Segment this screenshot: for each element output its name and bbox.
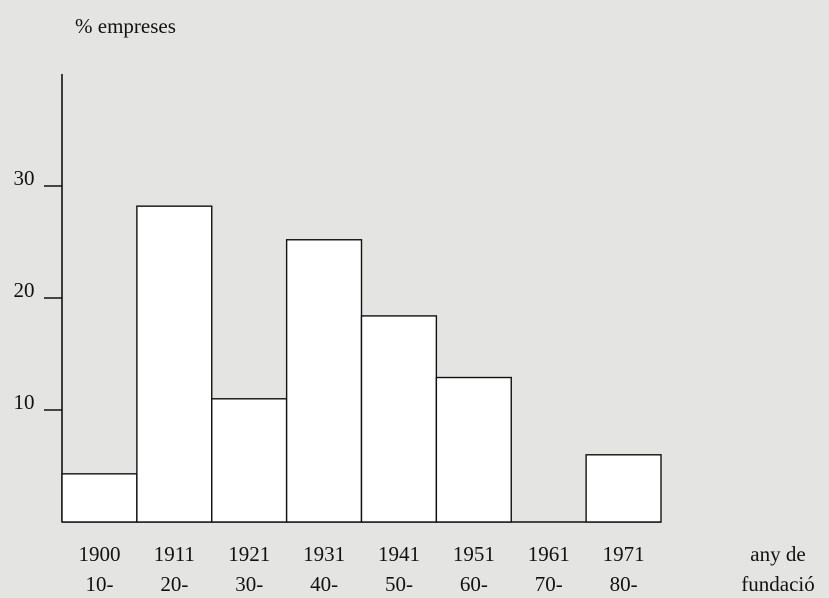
x-tick-label: 40- xyxy=(310,572,338,596)
x-tick-label: 1931 xyxy=(303,542,345,566)
x-axis-label: any de xyxy=(750,542,805,566)
y-tick-label: 20 xyxy=(14,278,35,302)
bar xyxy=(360,315,438,523)
x-tick-label: 1941 xyxy=(378,542,420,566)
bar xyxy=(211,398,288,523)
x-tick-label: 1961 xyxy=(528,542,570,566)
bar xyxy=(585,454,662,523)
x-tick-label: 1951 xyxy=(453,542,495,566)
x-tick-label: 1900 xyxy=(78,542,120,566)
x-tick-label: 10- xyxy=(85,572,113,596)
x-tick-label: 20- xyxy=(160,572,188,596)
x-axis-label: fundació xyxy=(741,572,814,596)
bar xyxy=(435,376,512,523)
x-tick-label: 1921 xyxy=(228,542,270,566)
bar xyxy=(285,239,363,523)
x-tick-label: 50- xyxy=(385,572,413,596)
bar xyxy=(136,205,213,523)
x-tick-label: 1971 xyxy=(603,542,645,566)
x-tick-label: 60- xyxy=(460,572,488,596)
x-tick-label: 70- xyxy=(535,572,563,596)
y-tick-label: 30 xyxy=(14,166,35,190)
bar xyxy=(61,473,138,523)
x-tick-label: 80- xyxy=(610,572,638,596)
y-axis-label: % empreses xyxy=(75,14,176,38)
y-tick-label: 10 xyxy=(14,390,35,414)
x-tick-label: 1911 xyxy=(154,542,195,566)
x-tick-label: 30- xyxy=(235,572,263,596)
